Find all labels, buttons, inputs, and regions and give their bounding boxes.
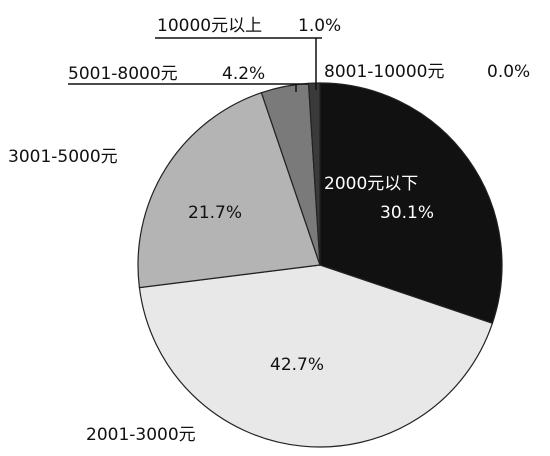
pie-slice-2000-below [319,82,503,325]
pie-slice-3001-5000 [137,91,321,289]
value-8001-10000: 0.0% [487,62,530,82]
label-5001-8000: 5001-8000元 [68,64,178,84]
value-3001-5000: 21.7% [188,203,242,223]
label-3001-5000: 3001-5000元 [8,147,118,167]
value-5001-8000: 4.2% [222,64,265,84]
pie-slice-2001-3000 [138,264,494,448]
pie-slices [137,82,503,448]
leader-lines [68,37,322,92]
label-10000-above: 10000元以上 [157,16,262,36]
label-8001-10000: 8001-10000元 [324,62,444,82]
value-10000-above: 1.0% [298,16,341,36]
label-2000-below: 2000元以下 [324,174,418,194]
value-2000-below: 30.1% [380,203,434,223]
label-2001-3000: 2001-3000元 [86,425,196,445]
value-2001-3000: 42.7% [270,355,324,375]
